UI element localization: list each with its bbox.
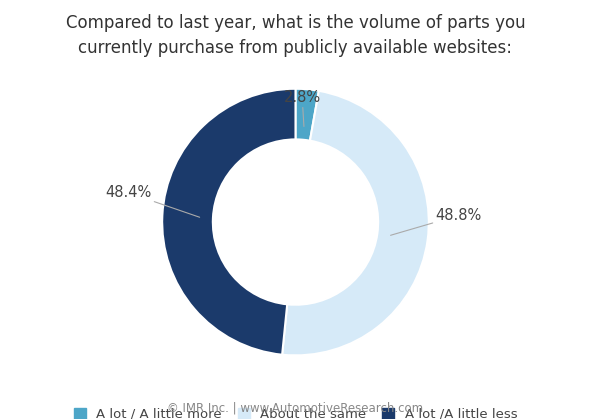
Text: 2.8%: 2.8%: [284, 90, 321, 127]
Wedge shape: [282, 91, 429, 355]
Title: Compared to last year, what is the volume of parts you
currently purchase from p: Compared to last year, what is the volum…: [66, 14, 525, 57]
Text: 48.8%: 48.8%: [391, 208, 482, 235]
Legend: A lot / A little more, About the same, A lot /A little less: A lot / A little more, About the same, A…: [74, 408, 517, 419]
Text: © IMR Inc. | www.AutomotiveResearch.com: © IMR Inc. | www.AutomotiveResearch.com: [167, 402, 424, 415]
Wedge shape: [162, 89, 296, 355]
Text: 48.4%: 48.4%: [105, 185, 200, 217]
Wedge shape: [296, 89, 319, 141]
